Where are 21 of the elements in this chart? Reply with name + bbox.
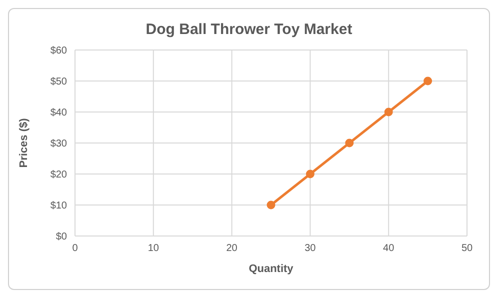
y-tick-label: $60: [50, 46, 68, 57]
y-tick-label: $10: [50, 200, 68, 212]
point: [424, 76, 432, 86]
y-tick-label: $40: [50, 108, 68, 119]
x-tick-label: 30: [304, 243, 316, 254]
y-tick-label: $20: [50, 170, 68, 181]
y-axis-title: Prices ($): [18, 118, 30, 168]
y-tick-label: $50: [50, 76, 68, 88]
point: [266, 200, 276, 210]
x-axis-title: Quantity: [248, 263, 294, 275]
x-tick-label: 50: [461, 243, 473, 254]
y-tick-label: $30: [50, 138, 68, 150]
x-tick-label: 40: [383, 243, 395, 254]
point: [306, 170, 314, 178]
point: [384, 108, 393, 116]
y-tick-label: $0: [56, 232, 68, 243]
x-tick-label: 10: [148, 243, 160, 254]
chart-title: Dog Ball Thrower Toy Market: [144, 21, 354, 38]
point: [345, 138, 354, 148]
x-tick-label: 20: [226, 243, 238, 254]
x-tick-label: 0: [72, 243, 78, 254]
